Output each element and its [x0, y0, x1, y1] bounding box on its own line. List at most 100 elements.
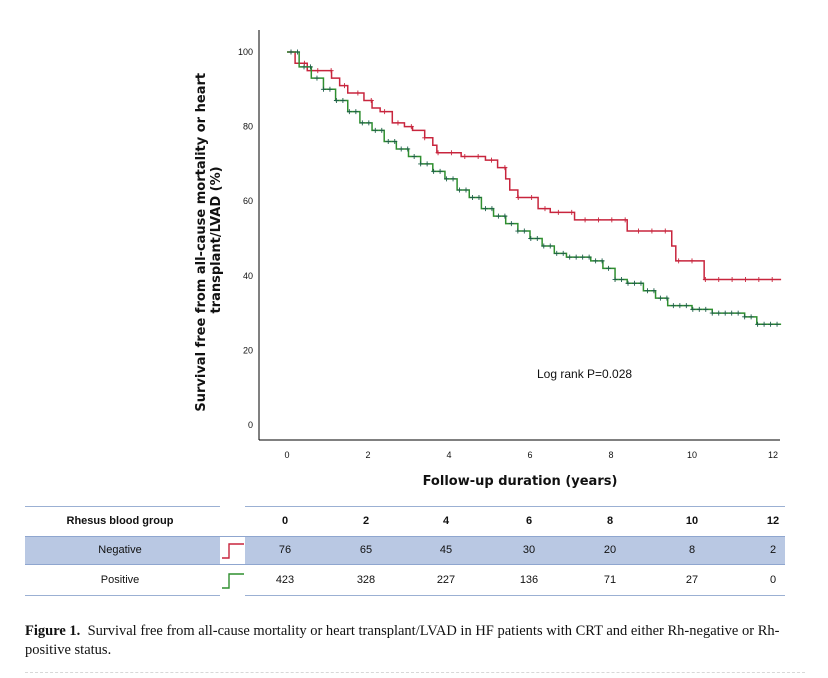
censor-mark-positive	[515, 228, 521, 234]
risk-cell: 2	[769, 544, 777, 556]
censor-mark-positive	[340, 97, 346, 103]
censor-mark-positive	[567, 254, 573, 260]
y-tick-label: 100	[238, 47, 253, 57]
km-chart-svg: 0 20 40 60 80 100 0 2 4 6 8 10 12 Survival free fro…	[194, 30, 782, 489]
risk-row-label: Positive	[100, 574, 140, 586]
censor-mark-negative	[649, 228, 655, 234]
censor-mark-negative	[382, 109, 388, 115]
censor-mark-positive	[359, 120, 365, 126]
censor-mark-positive	[638, 280, 644, 286]
table-bottom-rule-right	[245, 595, 785, 596]
risk-cell: 328	[356, 574, 376, 586]
censor-mark-positive	[320, 86, 326, 92]
positive-legend-step-icon	[222, 573, 244, 589]
censor-mark-negative	[769, 277, 775, 283]
censor-mark-positive	[301, 64, 307, 70]
censor-mark-positive	[528, 236, 534, 241]
censor-mark-positive	[411, 153, 417, 159]
negative-legend-step-icon	[222, 543, 244, 559]
censor-mark-positive	[489, 206, 495, 212]
risk-table-time-6: 6	[525, 515, 533, 527]
censor-mark-negative	[475, 153, 481, 159]
censor-mark-positive	[696, 306, 702, 312]
y-tick-label: 0	[248, 420, 253, 430]
risk-cell: 76	[278, 544, 292, 556]
censor-mark-negative	[595, 217, 601, 223]
censor-mark-positive	[508, 221, 514, 227]
risk-cell: 227	[436, 574, 456, 586]
censor-mark-positive	[670, 303, 676, 309]
censor-mark-negative	[408, 124, 414, 130]
censor-mark-positive	[625, 280, 631, 286]
censor-mark-positive	[612, 277, 618, 283]
censor-mark-positive	[405, 146, 411, 152]
censor-mark-positive	[716, 310, 722, 316]
censor-mark-negative	[636, 228, 642, 234]
negative-row-top-rule	[25, 536, 785, 537]
censor-mark-positive	[327, 86, 333, 92]
risk-table-time-4: 4	[442, 515, 450, 527]
censor-mark-positive	[768, 321, 774, 327]
censor-mark-positive	[703, 306, 709, 312]
censor-mark-negative	[662, 228, 668, 234]
censor-mark-negative	[435, 150, 441, 156]
table-top-rule-right	[245, 506, 785, 507]
censor-mark-positive	[469, 194, 475, 200]
censor-mark-positive	[580, 254, 586, 260]
censor-mark-positive	[379, 127, 385, 133]
censor-mark-negative	[448, 150, 454, 156]
censor-mark-positive	[333, 97, 339, 103]
y-tick-labels: 0 20 40 60 80 100	[238, 47, 253, 430]
censor-mark-positive	[644, 288, 650, 294]
negative-row-shade-left	[25, 536, 220, 564]
censor-mark-negative	[515, 194, 521, 200]
censor-mark-negative	[569, 209, 575, 215]
y-axis-title-line1: Survival free from all-cause mortality o…	[194, 73, 209, 412]
censor-mark-negative	[542, 206, 548, 212]
risk-cell: 136	[519, 574, 539, 586]
censor-mark-negative	[716, 277, 722, 283]
censor-mark-positive	[677, 303, 683, 309]
risk-table-time-10: 10	[685, 515, 699, 527]
figure-label: Figure 1.	[25, 623, 81, 639]
figure-caption: Figure 1. Survival free from all-cause m…	[25, 622, 805, 660]
censor-mark-negative	[489, 157, 495, 163]
censor-mark-negative	[756, 277, 762, 283]
censor-mark-positive	[495, 213, 501, 219]
risk-row-negative: Negative 76 65 45 30 20 8 2	[25, 536, 785, 564]
censor-mark-positive	[722, 310, 728, 316]
censor-mark-negative	[702, 277, 708, 283]
censor-mark-negative	[622, 217, 628, 223]
censor-mark-positive	[547, 243, 553, 249]
risk-table-time-2: 2	[362, 515, 370, 527]
censor-mark-positive	[314, 75, 320, 81]
censor-mark-positive	[418, 161, 424, 167]
censor-mark-positive	[573, 254, 579, 260]
x-axis-title: Follow-up duration (years)	[423, 474, 618, 489]
censor-mark-positive	[729, 310, 735, 316]
series-layer	[287, 49, 782, 327]
risk-cell: 423	[275, 574, 295, 586]
censor-mark-positive	[619, 277, 625, 283]
censor-mark-negative	[328, 68, 334, 74]
censor-mark-positive	[444, 176, 450, 182]
x-tick-label: 0	[284, 450, 289, 460]
censor-mark-positive	[774, 321, 780, 327]
log-rank-annotation: Log rank P=0.028	[537, 367, 632, 381]
censor-mark-negative	[342, 83, 348, 89]
y-tick-label: 60	[243, 196, 253, 206]
censor-mark-positive	[366, 120, 372, 126]
censor-mark-negative	[529, 194, 535, 200]
censor-mark-positive	[657, 295, 663, 301]
risk-table: Rhesus blood group 0 2 4 6 8 10 12 Negat…	[0, 500, 828, 600]
risk-cell: 8	[688, 544, 696, 556]
figure-caption-text: Survival free from all-cause mortality o…	[25, 623, 780, 658]
y-tick-label: 80	[243, 122, 253, 132]
risk-cell: 65	[359, 544, 373, 556]
censor-mark-positive	[606, 265, 612, 271]
table-bottom-rule-left	[25, 595, 220, 596]
censor-mark-positive	[761, 321, 767, 327]
x-tick-label: 12	[768, 450, 778, 460]
km-chart: 0 20 40 60 80 100 0 2 4 6 8 10 12 Survival free fro…	[194, 30, 782, 489]
censor-mark-negative	[368, 97, 374, 103]
